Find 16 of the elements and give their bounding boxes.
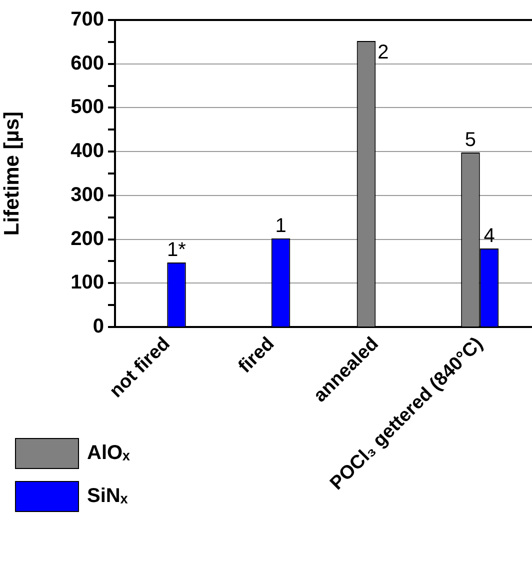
legend-label: SiNₓ bbox=[87, 485, 128, 508]
y-tick-label: 300 bbox=[70, 184, 104, 206]
legend-label: AlOₓ bbox=[87, 442, 130, 465]
annotation: 5 bbox=[464, 128, 476, 151]
annotation: 4 bbox=[484, 225, 495, 248]
y-tick-label: 600 bbox=[70, 52, 104, 74]
annotation: 1 bbox=[275, 214, 286, 237]
y-tick-label: 700 bbox=[70, 8, 104, 31]
y-tick-label: 100 bbox=[70, 272, 104, 294]
y-tick-label: 400 bbox=[70, 140, 104, 162]
y-tick-label: 0 bbox=[92, 316, 104, 338]
y-tick-label: 500 bbox=[70, 96, 104, 118]
annotation: 2 bbox=[378, 42, 389, 64]
annotation: 1* bbox=[167, 239, 186, 262]
y-axis-title: Lifetime [µs] bbox=[0, 111, 24, 236]
y-tick-label: 200 bbox=[70, 228, 104, 250]
